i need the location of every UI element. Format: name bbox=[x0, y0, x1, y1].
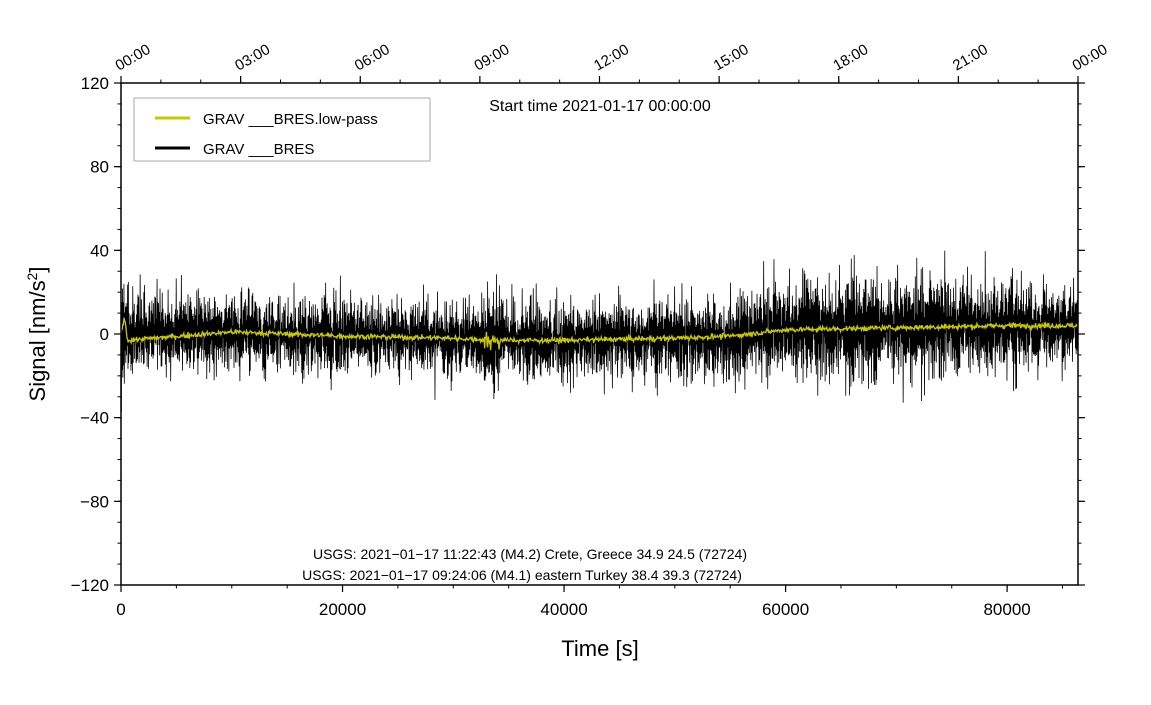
x-tick-label: 40000 bbox=[540, 600, 587, 619]
y-tick-label: 40 bbox=[90, 241, 109, 260]
y-tick-label: −40 bbox=[80, 409, 109, 428]
top-tick-label: 00:00 bbox=[1070, 41, 1111, 74]
top-tick-label: 00:00 bbox=[113, 41, 154, 74]
annotation-crete: USGS: 2021−01−17 11:22:43 (M4.2) Crete, … bbox=[313, 546, 747, 562]
y-tick-label: 80 bbox=[90, 158, 109, 177]
chart-title: Start time 2021-01-17 00:00:00 bbox=[489, 98, 711, 115]
top-tick-label: 12:00 bbox=[591, 41, 632, 74]
y-axis-label: Signal [nm/s2] bbox=[24, 267, 50, 402]
y-tick-label: 0 bbox=[100, 325, 109, 344]
series-line-raw bbox=[121, 250, 1078, 413]
x-tick-label: 0 bbox=[116, 600, 125, 619]
legend: GRAV ___BRES.low-pass GRAV ___BRES bbox=[133, 97, 431, 162]
top-tick-label: 03:00 bbox=[232, 41, 273, 74]
y-tick-label: −80 bbox=[80, 492, 109, 511]
top-tick-label: 09:00 bbox=[471, 41, 512, 74]
x-tick-label: 20000 bbox=[319, 600, 366, 619]
legend-box bbox=[133, 97, 431, 162]
y-tick-label: 120 bbox=[81, 74, 109, 93]
legend-label-raw: GRAV ___BRES bbox=[203, 141, 314, 158]
x-tick-label: 80000 bbox=[983, 600, 1030, 619]
series-line-lowpass bbox=[121, 317, 1078, 351]
top-tick-label: 15:00 bbox=[711, 41, 752, 74]
top-tick-label: 18:00 bbox=[830, 41, 871, 74]
x-tick-label: 60000 bbox=[762, 600, 809, 619]
legend-label-lowpass: GRAV ___BRES.low-pass bbox=[203, 111, 378, 128]
annotation-turkey: USGS: 2021−01−17 09:24:06 (M4.1) eastern… bbox=[302, 567, 742, 583]
top-tick-label: 06:00 bbox=[352, 41, 393, 74]
y-tick-label: −120 bbox=[71, 576, 109, 595]
x-axis-label: Time [s] bbox=[561, 636, 638, 661]
top-tick-label: 21:00 bbox=[950, 41, 991, 74]
